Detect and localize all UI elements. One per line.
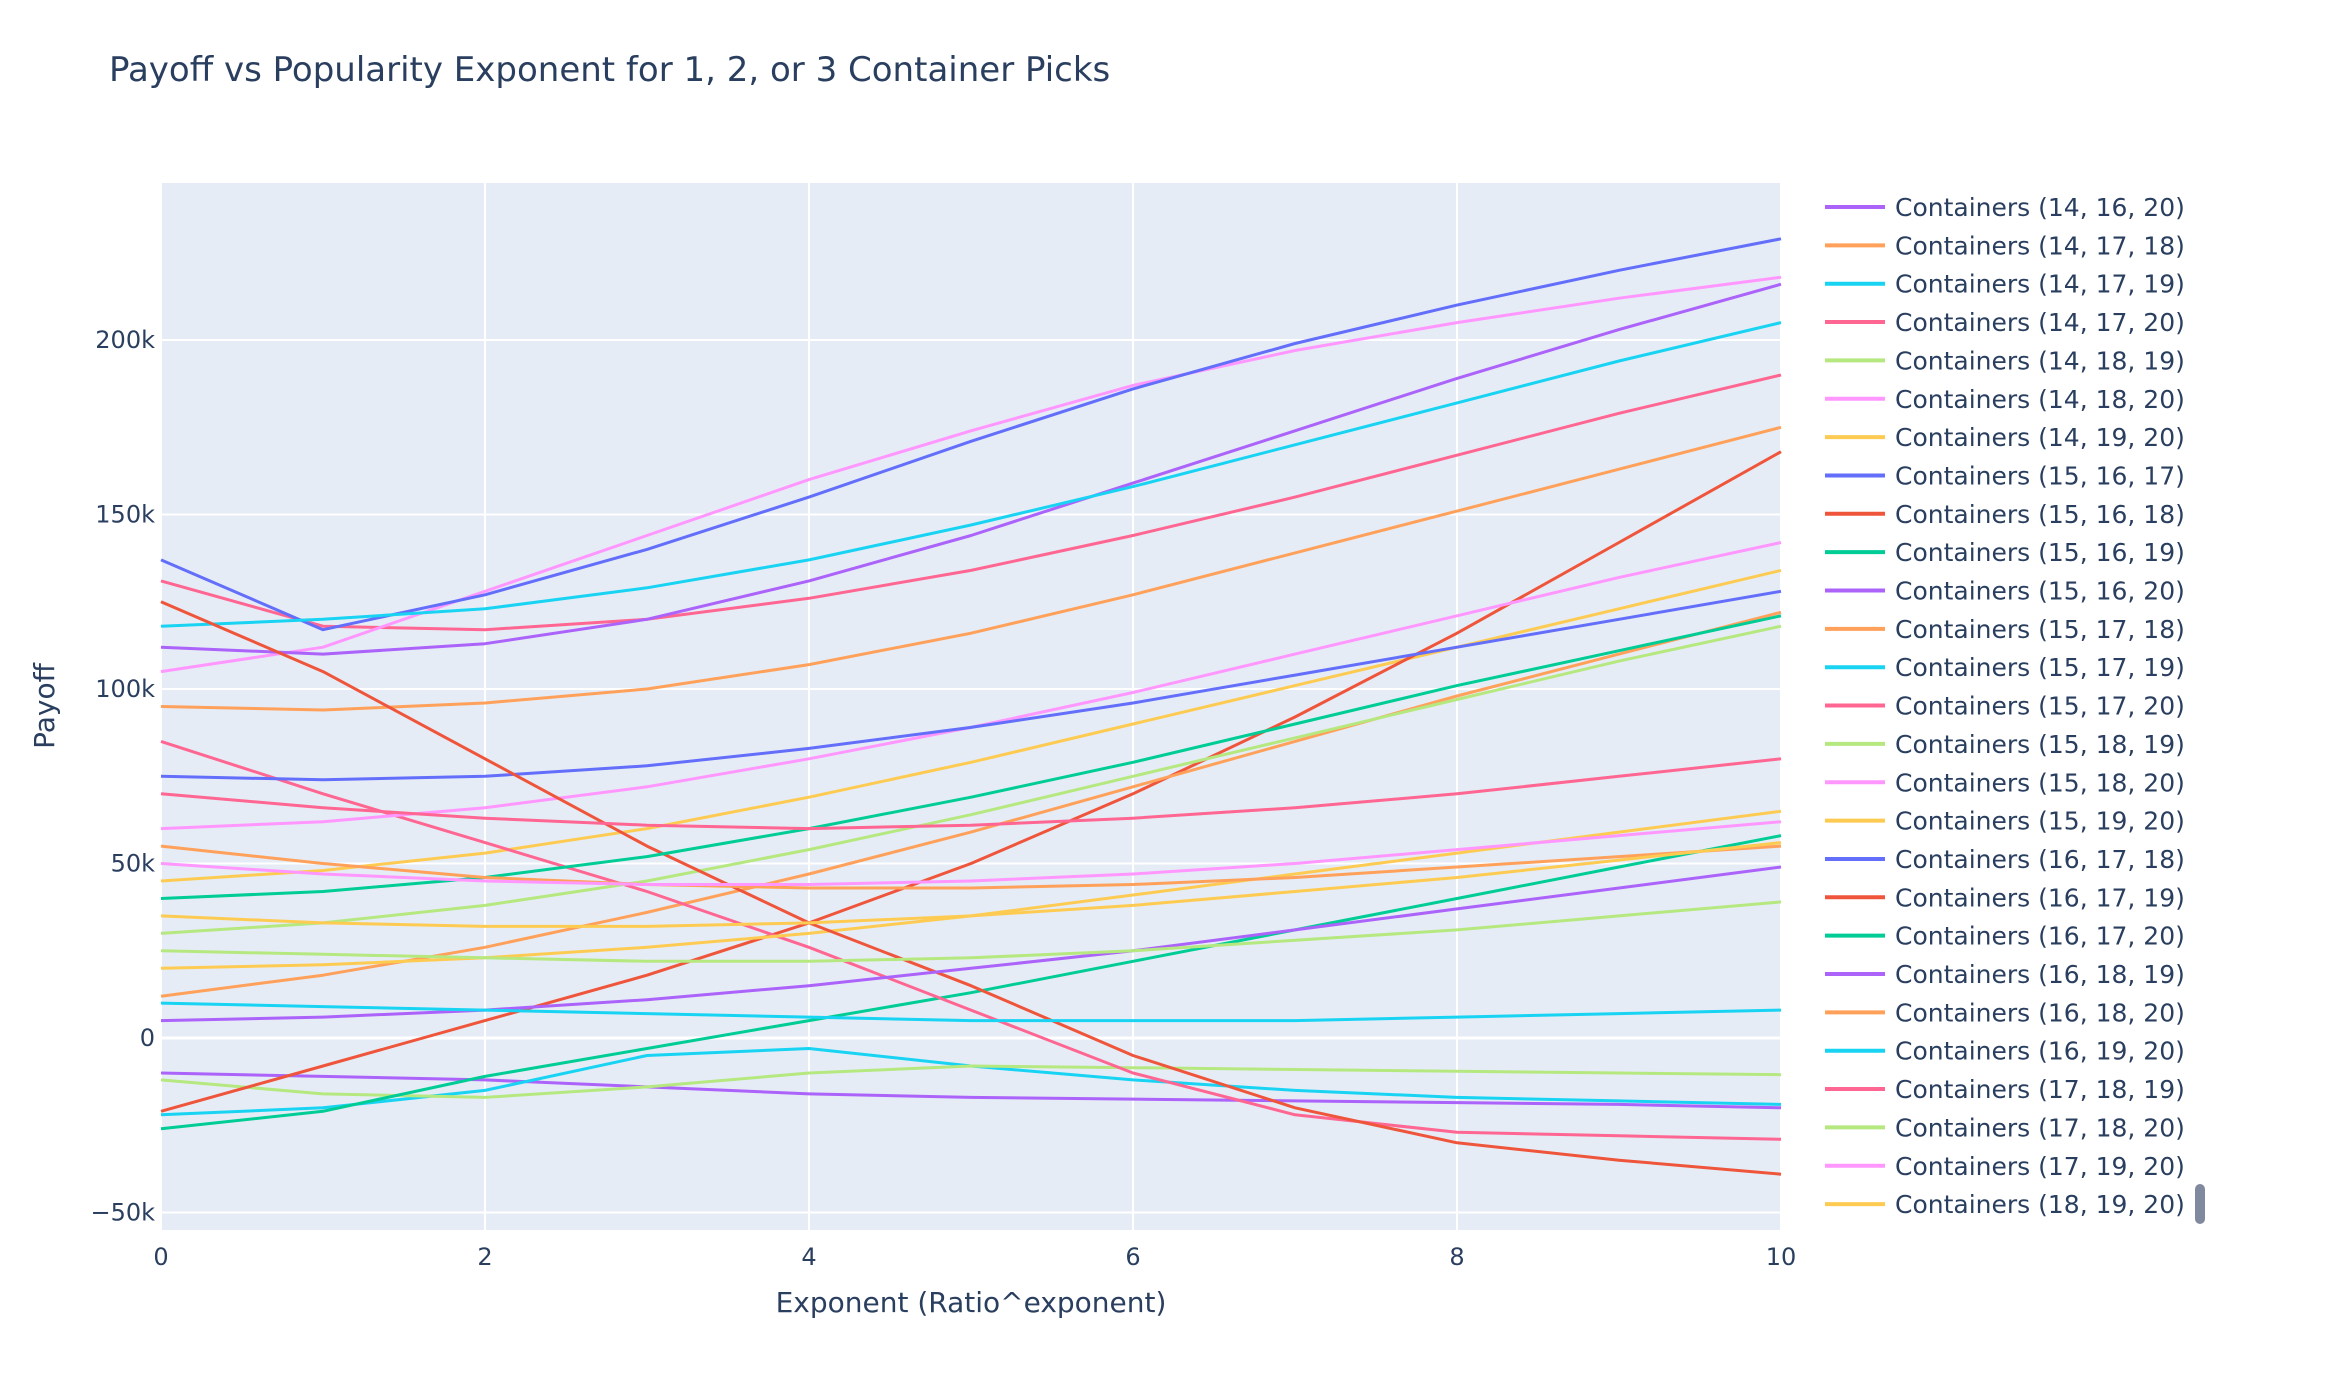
legend-item[interactable]: Containers (17, 18, 19) (1825, 1075, 2185, 1104)
series-line (160, 425, 1782, 712)
legend-label: Containers (15, 17, 19) (1895, 653, 2185, 682)
legend-label: Containers (16, 17, 20) (1895, 922, 2185, 951)
y-tick-label: 200k (95, 326, 155, 354)
x-axis-title: Exponent (Ratio^exponent) (776, 1286, 1167, 1319)
series-line (160, 373, 1782, 632)
legend-label: Containers (17, 19, 20) (1895, 1152, 2185, 1181)
legend-label: Containers (15, 16, 19) (1895, 538, 2185, 567)
legend-label: Containers (14, 17, 18) (1895, 231, 2185, 260)
x-tick-label: 6 (1125, 1243, 1140, 1271)
legend-label: Containers (16, 19, 20) (1895, 1037, 2185, 1066)
legend-label: Containers (17, 18, 19) (1895, 1075, 2185, 1104)
legend-item[interactable]: Containers (15, 16, 20) (1825, 577, 2185, 606)
series-line (160, 614, 1782, 900)
legend-label: Containers (15, 17, 20) (1895, 692, 2185, 721)
legend-item[interactable]: Containers (14, 17, 19) (1825, 270, 2185, 299)
y-tick-label: 150k (95, 501, 155, 529)
legend-label: Containers (14, 18, 19) (1895, 346, 2185, 375)
y-axis-ticks: −50k 0 50k 100k 150k 200k (90, 326, 155, 1227)
series-line (160, 1001, 1782, 1023)
series-line (160, 321, 1782, 628)
legend-item[interactable]: Containers (15, 17, 18) (1825, 615, 2185, 644)
legend-item[interactable]: Containers (15, 17, 19) (1825, 653, 2185, 682)
series-line (160, 757, 1782, 831)
y-tick-label: 100k (95, 675, 155, 703)
y-tick-label: −50k (90, 1199, 155, 1227)
legend-item[interactable]: Containers (15, 16, 17) (1825, 461, 2185, 490)
legend-label: Containers (14, 17, 19) (1895, 270, 2185, 299)
legend-item[interactable]: Containers (16, 17, 20) (1825, 922, 2185, 951)
series-line (160, 841, 1782, 928)
legend-label: Containers (15, 17, 18) (1895, 615, 2185, 644)
legend-label: Containers (17, 18, 20) (1895, 1113, 2185, 1142)
legend-item[interactable]: Containers (15, 19, 20) (1825, 807, 2185, 836)
legend-label: Containers (14, 19, 20) (1895, 423, 2185, 452)
legend-label: Containers (16, 17, 18) (1895, 845, 2185, 874)
legend-item[interactable]: Containers (17, 19, 20) (1825, 1152, 2185, 1181)
series-lines (160, 237, 1782, 1176)
legend-item[interactable]: Containers (15, 17, 20) (1825, 692, 2185, 721)
legend[interactable]: Containers (14, 16, 20) Containers (14, 1… (1825, 193, 2185, 1219)
legend-label: Containers (15, 19, 20) (1895, 807, 2185, 836)
legend-item[interactable]: Containers (16, 18, 20) (1825, 998, 2185, 1027)
legend-label: Containers (15, 16, 17) (1895, 461, 2185, 490)
series-line (160, 820, 1782, 886)
series-line (160, 275, 1782, 674)
series-line (160, 900, 1782, 963)
legend-item[interactable]: Containers (14, 18, 19) (1825, 346, 2185, 375)
x-axis-ticks: 0 2 4 6 8 10 (153, 1243, 1796, 1271)
series-line (160, 237, 1782, 632)
legend-item[interactable]: Containers (16, 19, 20) (1825, 1037, 2185, 1066)
legend-item[interactable]: Containers (14, 17, 18) (1825, 231, 2185, 260)
series-line (160, 739, 1782, 1141)
series-line (160, 600, 1782, 1176)
legend-item[interactable]: Containers (16, 18, 19) (1825, 960, 2185, 989)
legend-label: Containers (15, 16, 18) (1895, 500, 2185, 529)
legend-label: Containers (14, 17, 20) (1895, 308, 2185, 337)
legend-scrollbar[interactable] (2195, 1184, 2205, 1224)
legend-item[interactable]: Containers (16, 17, 19) (1825, 883, 2185, 912)
legend-label: Containers (16, 17, 19) (1895, 883, 2185, 912)
legend-item[interactable]: Containers (15, 18, 20) (1825, 768, 2185, 797)
legend-label: Containers (18, 19, 20) (1895, 1190, 2185, 1219)
y-tick-label: 0 (140, 1024, 155, 1052)
series-line (160, 589, 1782, 782)
series-line (160, 1064, 1782, 1099)
series-line (160, 844, 1782, 890)
x-tick-label: 4 (801, 1243, 816, 1271)
y-tick-label: 50k (111, 850, 156, 878)
legend-item[interactable]: Containers (16, 17, 18) (1825, 845, 2185, 874)
legend-label: Containers (15, 16, 20) (1895, 577, 2185, 606)
legend-item[interactable]: Containers (15, 16, 19) (1825, 538, 2185, 567)
chart-title: Payoff vs Popularity Exponent for 1, 2, … (109, 50, 1110, 90)
legend-item[interactable]: Containers (14, 17, 20) (1825, 308, 2185, 337)
legend-item[interactable]: Containers (14, 16, 20) (1825, 193, 2185, 222)
legend-label: Containers (15, 18, 20) (1895, 768, 2185, 797)
x-tick-label: 2 (477, 1243, 492, 1271)
legend-item[interactable]: Containers (18, 19, 20) (1825, 1190, 2185, 1219)
gridlines (160, 183, 1782, 1230)
legend-item[interactable]: Containers (17, 18, 20) (1825, 1113, 2185, 1142)
x-tick-label: 10 (1766, 1243, 1797, 1271)
series-line (160, 624, 1782, 935)
legend-label: Containers (15, 18, 19) (1895, 730, 2185, 759)
legend-label: Containers (14, 18, 20) (1895, 385, 2185, 414)
legend-item[interactable]: Containers (14, 19, 20) (1825, 423, 2185, 452)
series-line (160, 865, 1782, 1023)
y-axis-title: Payoff (28, 662, 61, 748)
legend-label: Containers (14, 16, 20) (1895, 193, 2185, 222)
series-line (160, 568, 1782, 883)
series-line (160, 834, 1782, 1131)
legend-item[interactable]: Containers (15, 18, 19) (1825, 730, 2185, 759)
legend-item[interactable]: Containers (15, 16, 18) (1825, 500, 2185, 529)
x-tick-label: 0 (153, 1243, 168, 1271)
x-tick-label: 8 (1449, 1243, 1464, 1271)
legend-item[interactable]: Containers (14, 18, 20) (1825, 385, 2185, 414)
legend-label: Containers (16, 18, 19) (1895, 960, 2185, 989)
series-line (160, 1071, 1782, 1110)
series-line (160, 282, 1782, 656)
legend-label: Containers (16, 18, 20) (1895, 998, 2185, 1027)
